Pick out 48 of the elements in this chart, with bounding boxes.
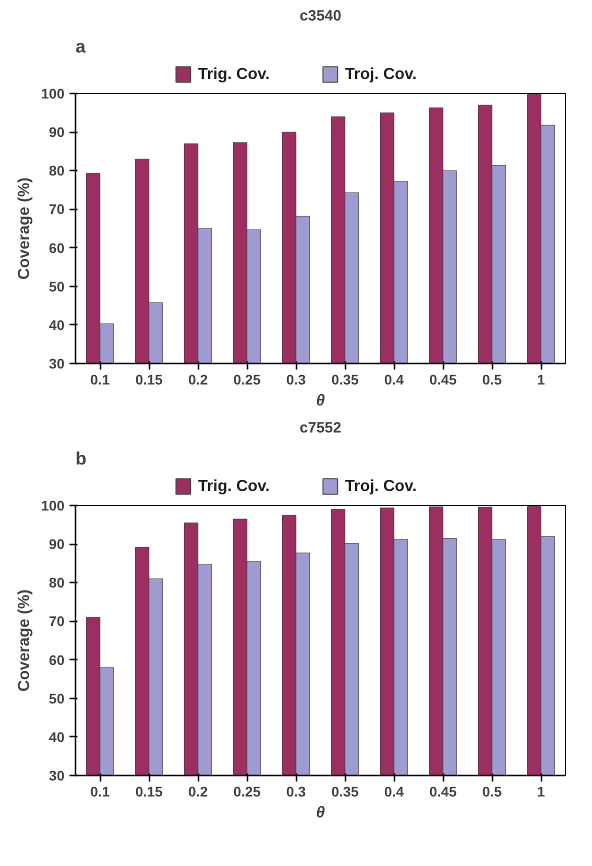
legend-label: Trig. Cov. <box>198 66 270 83</box>
x-tick-label: 1 <box>537 784 546 800</box>
x-tick-label: 0.45 <box>429 372 457 388</box>
x-tick-label: 1 <box>537 372 546 388</box>
x-tick-label: 0.2 <box>188 372 208 388</box>
x-tick-label: 0.35 <box>331 372 359 388</box>
legend-label: Trig. Cov. <box>198 478 270 495</box>
y-tick-label: 50 <box>48 690 65 706</box>
legend-label: Troj. Cov. <box>345 66 417 83</box>
x-tick-label: 0.4 <box>384 372 404 388</box>
text: a <box>76 36 86 56</box>
x-axis-title: θ <box>316 804 326 822</box>
y-axis-title: Coverage (%) <box>16 589 34 692</box>
x-tick-label: 0.5 <box>482 784 502 800</box>
x-tick-label: 0.1 <box>90 372 110 388</box>
y-tick-label: 90 <box>48 124 65 140</box>
text: b <box>76 448 86 468</box>
y-tick-label: 30 <box>48 768 65 784</box>
y-tick-label: 100 <box>41 86 65 102</box>
y-tick-label: 80 <box>48 162 65 179</box>
chart-title: c3540 <box>300 8 342 24</box>
y-axis-title: Coverage (%) <box>16 177 34 280</box>
x-tick-label: 0.15 <box>135 372 163 388</box>
y-tick-label: 60 <box>48 240 65 256</box>
chart-title: c7552 <box>300 420 342 436</box>
legend-label: Troj. Cov. <box>345 478 417 495</box>
y-tick-label: 80 <box>48 574 65 591</box>
y-tick-label: 30 <box>48 356 65 372</box>
x-tick-label: 0.1 <box>90 784 110 800</box>
x-axis-title: θ <box>316 392 326 410</box>
x-tick-label: 0.2 <box>188 784 208 800</box>
x-tick-label: 0.5 <box>482 372 502 388</box>
y-tick-label: 50 <box>48 278 65 294</box>
y-tick-label: 40 <box>48 316 65 333</box>
y-tick-label: 40 <box>48 728 65 745</box>
y-tick-label: 90 <box>48 536 65 552</box>
x-tick-label: 0.15 <box>135 784 163 800</box>
x-tick-label: 0.25 <box>233 372 261 388</box>
x-tick-label: 0.3 <box>286 784 306 800</box>
x-tick-label: 0.45 <box>429 784 457 800</box>
y-tick-label: 70 <box>48 613 65 630</box>
x-tick-label: 0.4 <box>384 784 404 800</box>
x-tick-label: 0.25 <box>233 784 261 800</box>
y-tick-label: 100 <box>41 498 65 514</box>
y-tick-label: 70 <box>48 201 65 218</box>
y-tick-label: 60 <box>48 652 65 668</box>
x-tick-label: 0.35 <box>331 784 359 800</box>
x-tick-label: 0.3 <box>286 372 306 388</box>
